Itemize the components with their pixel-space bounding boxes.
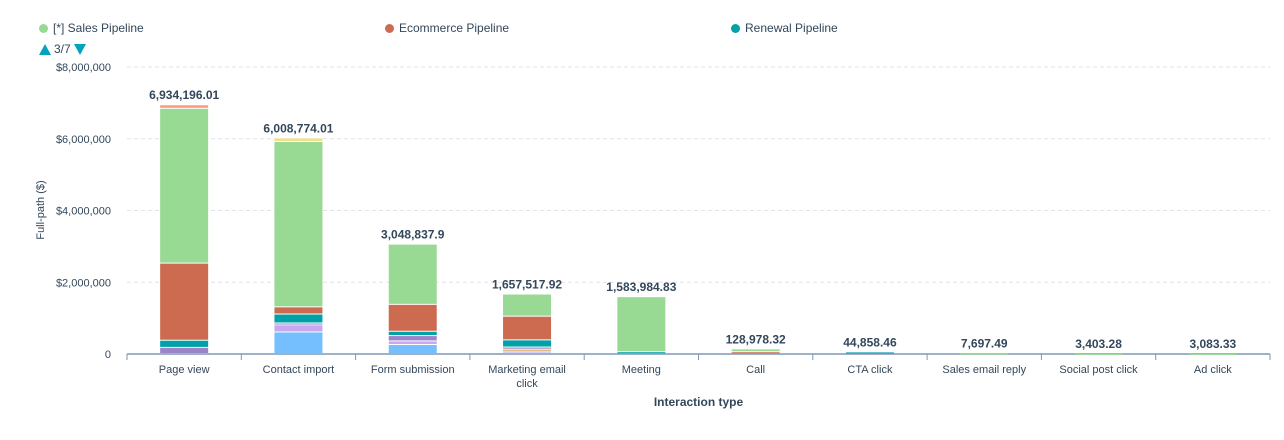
bar-total-label: 3,403.28 — [1075, 337, 1122, 351]
bar-segment — [160, 108, 209, 263]
bar-total-label: 6,008,774.01 — [263, 121, 333, 135]
legend-label: [*] Sales Pipeline — [53, 21, 144, 35]
x-tick-label: CTA click — [847, 364, 893, 376]
bar-segment — [274, 138, 323, 142]
y-tick-label: $8,000,000 — [56, 62, 111, 74]
bar-segment — [388, 244, 437, 304]
bar-segment — [160, 347, 209, 353]
bar-segment — [845, 353, 894, 355]
bar-segment — [274, 325, 323, 332]
x-tick-label: Social post click — [1059, 364, 1138, 376]
bar-segment — [731, 352, 780, 354]
bar-total-label: 7,697.49 — [961, 337, 1008, 351]
bar-segment — [617, 352, 666, 354]
legend-pager: 3/7 — [39, 42, 86, 56]
legend-label: Ecommerce Pipeline — [399, 21, 510, 35]
bar-segment — [1074, 353, 1123, 355]
bar-segment — [960, 353, 1009, 355]
y-tick-label: $4,000,000 — [56, 206, 111, 218]
bar-segment — [503, 347, 552, 349]
x-tick-label: Marketing email click — [488, 364, 566, 390]
x-tick-label: Sales email reply — [942, 364, 1026, 376]
x-tick-label: Form submission — [371, 364, 455, 376]
bar-total-label: 1,657,517.92 — [492, 278, 562, 292]
y-tick-label: $6,000,000 — [56, 134, 111, 146]
legend-dot-icon — [731, 23, 740, 33]
legend-item-sales-pipeline[interactable]: [*] Sales Pipeline — [39, 21, 144, 35]
x-tick-label: Page view — [159, 364, 210, 376]
legend-prev-page-icon[interactable] — [39, 43, 51, 55]
bar-segment — [503, 352, 552, 354]
y-axis-title: Full-path ($) — [35, 180, 47, 239]
bar-total-label: 6,934,196.01 — [149, 88, 219, 102]
legend-item-renewal-pipeline[interactable]: Renewal Pipeline — [731, 21, 838, 35]
bar-segment — [160, 105, 209, 108]
bar-segment — [274, 142, 323, 307]
y-tick-label: 0 — [105, 349, 111, 361]
legend-dot-icon — [385, 23, 394, 33]
bar-segment — [388, 331, 437, 336]
bar-segment — [503, 294, 552, 316]
bar-segment — [503, 340, 552, 347]
x-axis-title: Interaction type — [654, 395, 744, 409]
y-tick-label: $2,000,000 — [56, 277, 111, 289]
bar-segment — [388, 304, 437, 331]
bar-segment — [274, 323, 323, 325]
bar-segment — [845, 352, 894, 354]
x-tick-label: Call — [746, 364, 765, 376]
bar-total-label: 128,978.32 — [726, 332, 786, 346]
bar-segment — [274, 307, 323, 314]
bar-segment — [503, 316, 552, 340]
bar-total-label: 3,048,837.9 — [381, 228, 445, 242]
legend-next-page-icon[interactable] — [73, 43, 86, 55]
bar-segment — [503, 349, 552, 351]
bar-segment — [388, 345, 437, 353]
x-tick-label: Meeting — [622, 364, 661, 376]
legend-label: Renewal Pipeline — [745, 21, 838, 35]
bar-segment — [388, 336, 437, 341]
bar-total-label: 44,858.46 — [843, 335, 897, 349]
x-tick-label: Ad click — [1194, 364, 1232, 376]
bar-total-label: 1,583,984.83 — [606, 280, 676, 294]
bar-segment — [274, 314, 323, 323]
bar-segment — [160, 263, 209, 340]
bar-segment — [503, 351, 552, 353]
bar-segment — [731, 349, 780, 352]
bar-total-label: 3,083.33 — [1189, 337, 1236, 351]
bar-segment — [617, 297, 666, 352]
legend-item-ecommerce-pipeline[interactable]: Ecommerce Pipeline — [385, 21, 509, 35]
x-tick-label: Contact import — [263, 364, 335, 376]
legend-page-indicator: 3/7 — [54, 42, 71, 56]
bar-segment — [160, 340, 209, 347]
bar-segment — [274, 332, 323, 353]
bar-segment — [731, 352, 780, 354]
legend-dot-icon — [39, 23, 48, 33]
bar-segment — [1188, 353, 1237, 355]
bar-segment — [388, 341, 437, 345]
